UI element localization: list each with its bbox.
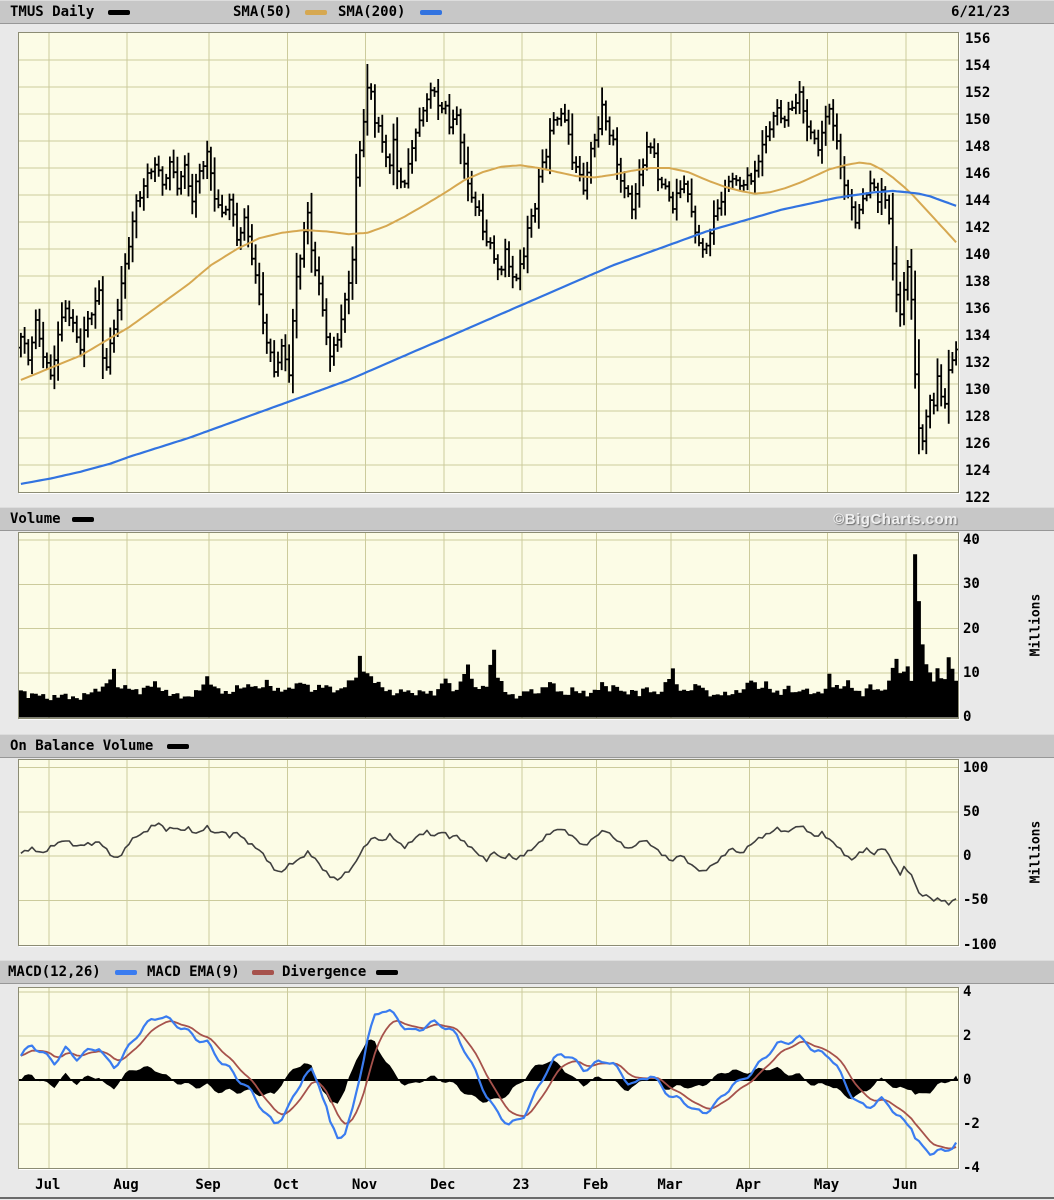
price-axis-label: 134 [965, 328, 991, 344]
price-axis-label: 152 [965, 85, 991, 101]
price-chart-svg [19, 33, 958, 492]
sma200-legend-label: SMA(200) [338, 4, 406, 20]
price-axis-label: 122 [965, 490, 991, 506]
obv-chart-svg [19, 760, 958, 945]
month-label-23: 23 [512, 1177, 530, 1193]
month-label-jun: Jun [892, 1177, 918, 1193]
symbol-title: TMUS Daily [10, 4, 95, 20]
sma50-legend-dash-icon [305, 10, 327, 15]
bottom-border [0, 1197, 1054, 1199]
price-axis-label: 150 [965, 112, 991, 128]
volume-axis-label: 10 [963, 664, 980, 681]
sma50-legend-label: SMA(50) [233, 4, 293, 20]
price-axis-label: 136 [965, 301, 991, 317]
price-axis-label: 124 [965, 463, 991, 479]
macd-chart-svg [19, 988, 958, 1168]
bigcharts-watermark: ©BigCharts.com [833, 511, 958, 528]
volume-legend-dash-icon [72, 517, 94, 522]
month-label-mar: Mar [657, 1177, 683, 1193]
volume-chart-panel [18, 532, 959, 719]
price-axis-label: 146 [965, 166, 991, 182]
volume-chart-svg [19, 533, 958, 718]
obv-axis-label: -100 [963, 936, 997, 953]
obv-units-label: Millions [1028, 820, 1044, 884]
obv-axis-label: 50 [963, 803, 980, 820]
macd-axis-label: 0 [963, 1072, 972, 1088]
price-axis-label: 142 [965, 220, 991, 236]
month-label-apr: Apr [735, 1177, 761, 1193]
price-axis-label: 128 [965, 409, 991, 425]
month-label-oct: Oct [273, 1177, 299, 1193]
volume-axis-label: 40 [963, 532, 980, 548]
obv-axis-label: 0 [963, 848, 972, 864]
price-axis-label: 148 [965, 139, 991, 155]
chart-date: 6/21/23 [950, 4, 1010, 20]
macd-axis-label: -2 [963, 1116, 980, 1132]
price-axis-label: 140 [965, 247, 991, 263]
volume-title: Volume [10, 511, 61, 527]
macd-chart-panel [18, 987, 959, 1169]
price-legend-bar: TMUS Daily SMA(50) SMA(200) 6/21/23 [0, 0, 1054, 24]
obv-legend-dash-icon [167, 744, 189, 749]
price-axis-label: 132 [965, 355, 991, 371]
month-label-sep: Sep [195, 1177, 221, 1193]
price-chart-panel [18, 32, 959, 493]
macd-legend-label: MACD(12,26) [8, 964, 101, 980]
macd-axis-label: 2 [963, 1028, 972, 1044]
volume-legend-bar: Volume ©BigCharts.com [0, 507, 1054, 531]
volume-axis-label: 0 [963, 709, 972, 725]
price-axis-label: 138 [965, 274, 991, 290]
volume-axis-label: 30 [963, 576, 980, 593]
obv-legend-bar: On Balance Volume [0, 734, 1054, 758]
month-label-nov: Nov [351, 1177, 378, 1193]
macd-ema-legend-dash-icon [252, 970, 274, 975]
month-label-feb: Feb [582, 1177, 609, 1193]
month-label-jul: Jul [35, 1177, 61, 1193]
macd-legend-dash-icon [115, 970, 137, 975]
price-legend-dash-icon [108, 10, 130, 15]
price-axis-label: 130 [965, 382, 991, 398]
divergence-legend-label: Divergence [282, 964, 367, 980]
macd-axis-label: 4 [963, 984, 972, 1000]
obv-title: On Balance Volume [10, 738, 154, 754]
obv-chart-panel [18, 759, 959, 946]
month-label-aug: Aug [113, 1177, 139, 1193]
month-label-dec: Dec [430, 1177, 456, 1193]
price-axis-label: 154 [965, 58, 991, 74]
price-axis-label: 126 [965, 436, 991, 452]
price-axis-label: 156 [965, 31, 991, 47]
sma200-legend-dash-icon [420, 10, 442, 15]
price-axis-label: 144 [965, 193, 991, 209]
volume-axis-label: 20 [963, 620, 980, 637]
volume-units-label: Millions [1028, 593, 1044, 657]
macd-ema-legend-label: MACD EMA(9) [147, 964, 240, 980]
obv-axis-label: 100 [963, 759, 989, 776]
month-label-may: May [813, 1177, 840, 1193]
macd-axis-label: -4 [963, 1160, 980, 1176]
obv-axis-label: -50 [963, 892, 989, 909]
divergence-legend-dash-icon [376, 970, 398, 975]
macd-legend-bar: MACD(12,26) MACD EMA(9) Divergence [0, 960, 1054, 984]
